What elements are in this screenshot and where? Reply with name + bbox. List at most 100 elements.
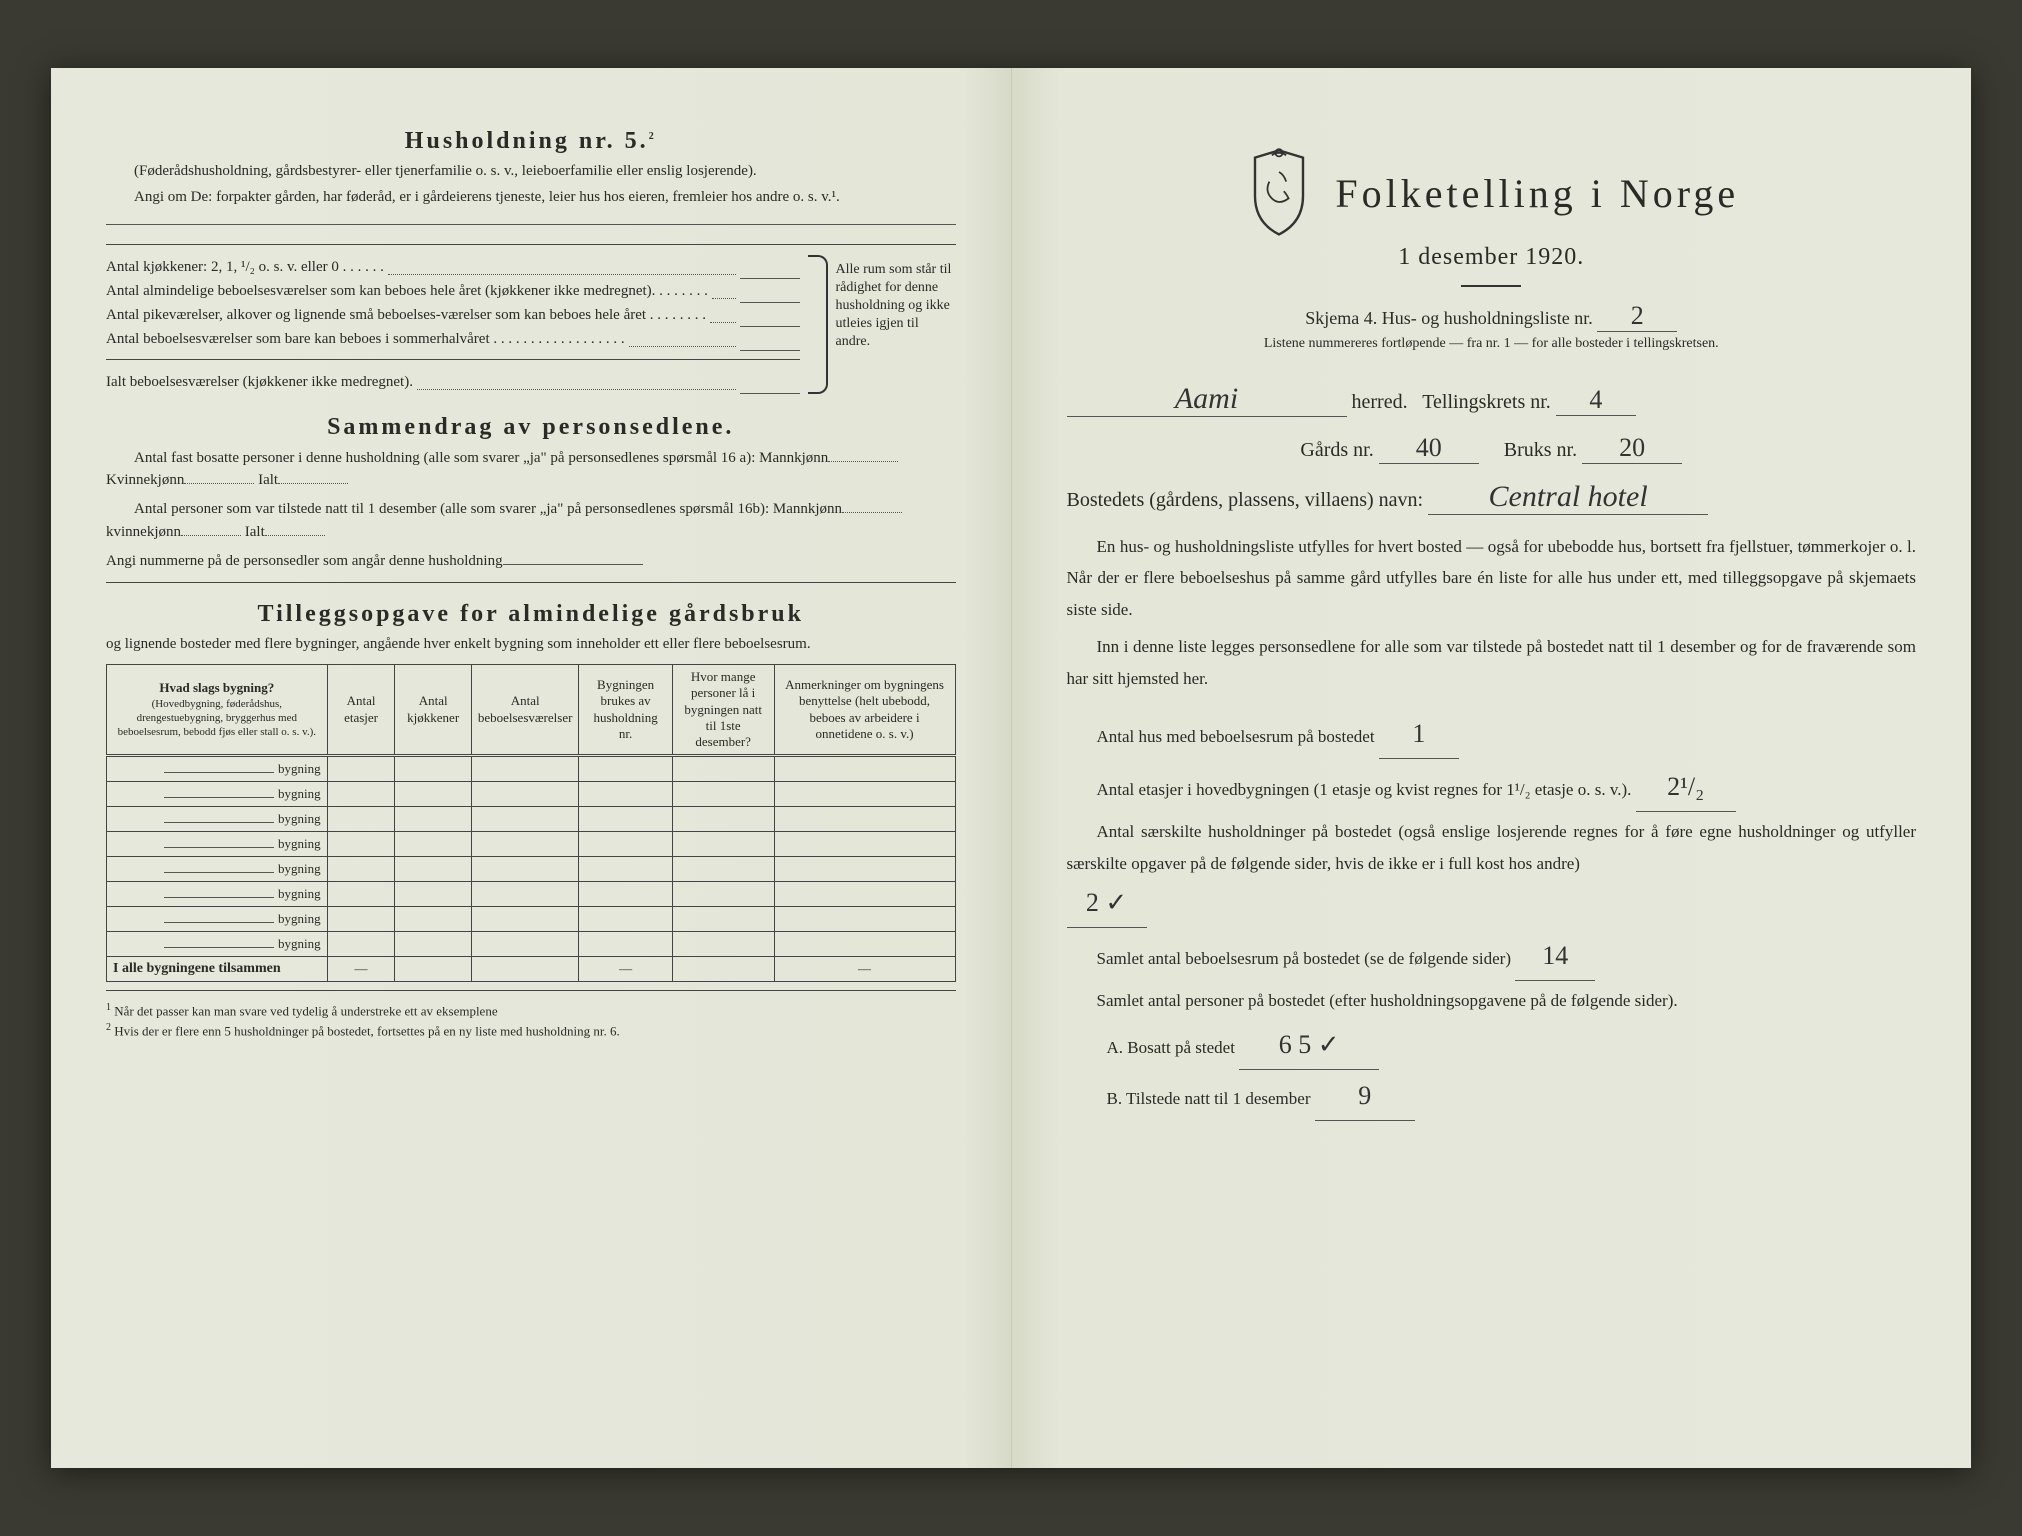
table-cell	[672, 782, 774, 807]
footnotes: 1 Når det passer kan man svare ved tydel…	[106, 1001, 956, 1040]
table-cell	[395, 882, 471, 907]
bygning-label-cell: bygning	[107, 756, 328, 782]
bygning-label-cell: bygning	[107, 857, 328, 882]
table-cell	[327, 756, 395, 782]
table-cell	[774, 756, 955, 782]
sam-line2: Antal personer som var tilstede natt til…	[106, 498, 956, 544]
bygning-label-cell: bygning	[107, 832, 328, 857]
total-cell	[471, 957, 579, 982]
total-cell	[672, 957, 774, 982]
samlet-beb-row: Samlet antal beboelsesrum på bostedet (s…	[1067, 932, 1917, 981]
table-cell	[774, 832, 955, 857]
samlet-pers-label: Samlet antal personer på bostedet (efter…	[1067, 985, 1917, 1016]
table-cell	[579, 882, 672, 907]
table-cell	[395, 832, 471, 857]
etasjer-row: Antal etasjer i hovedbygningen (1 etasje…	[1067, 763, 1917, 812]
table-cell	[471, 782, 579, 807]
gards-value: 40	[1379, 433, 1479, 464]
etasjer-value: 2¹/₂	[1636, 763, 1736, 812]
table-cell	[395, 807, 471, 832]
table-cell	[774, 782, 955, 807]
footnote-2: 2 Hvis der er flere enn 5 husholdninger …	[106, 1021, 956, 1041]
rule-2	[106, 359, 800, 360]
table-cell	[327, 857, 395, 882]
bygning-label-cell: bygning	[107, 882, 328, 907]
table-cell	[672, 756, 774, 782]
skjema-line: Skjema 4. Hus- og husholdningsliste nr. …	[1067, 301, 1917, 332]
th-beboelse: Antal beboelsesværelser	[471, 665, 579, 756]
table-cell	[327, 907, 395, 932]
table-cell	[672, 857, 774, 882]
rule-4	[106, 990, 956, 991]
table-cell	[774, 932, 955, 957]
table-cell	[471, 832, 579, 857]
footnote-1: 1 Når det passer kan man svare ved tydel…	[106, 1001, 956, 1021]
herred-value: Aami	[1067, 382, 1347, 417]
table-cell	[672, 907, 774, 932]
table-total-row: I alle bygningene tilsammen — — —	[107, 957, 956, 982]
room-total: Ialt beboelsesværelser (kjøkkener ikke m…	[106, 370, 800, 394]
room-c: Antal beboelsesværelser som bare kan beb…	[106, 327, 800, 351]
table-cell	[471, 932, 579, 957]
h5-angi: Angi om De: forpakter gården, har føderå…	[106, 187, 956, 209]
tilstede-value: 9	[1315, 1072, 1415, 1121]
table-cell	[579, 932, 672, 957]
bygning-label-cell: bygning	[107, 782, 328, 807]
h5-blank-line	[106, 209, 956, 225]
table-cell	[395, 857, 471, 882]
skjema-nr-field: 2	[1597, 301, 1677, 332]
para-2: Inn i denne liste legges personsedlene f…	[1067, 631, 1917, 694]
right-page: Folketelling i Norge 1 desember 1920. Sk…	[1012, 68, 1972, 1468]
bygning-label-cell: bygning	[107, 807, 328, 832]
table-cell	[327, 782, 395, 807]
th-anmerk: Anmerkninger om bygningens benyttelse (h…	[774, 665, 955, 756]
total-label: I alle bygningene tilsammen	[107, 957, 328, 982]
herred-row: Aami herred. Tellingskrets nr. 4	[1067, 382, 1917, 417]
table-header-row: Hvad slags bygning? (Hovedbygning, føder…	[107, 665, 956, 756]
total-cell	[395, 957, 471, 982]
tillegg-sub: og lignende bosteder med flere bygninger…	[106, 634, 956, 656]
bosatt-value: 6 5 ✓	[1239, 1021, 1379, 1070]
table-cell	[579, 756, 672, 782]
norway-crest-icon	[1243, 148, 1315, 238]
census-date: 1 desember 1920.	[1067, 244, 1917, 271]
sam-line3: Angi nummerne på de personsedler som ang…	[106, 550, 956, 573]
table-cell	[395, 782, 471, 807]
table-cell	[672, 832, 774, 857]
tillegg-title: Tilleggsopgave for almindelige gårdsbruk	[106, 601, 956, 628]
kjokkener-row: Antal kjøkkener: 2, 1, ¹/₂ o. s. v. elle…	[106, 255, 800, 279]
table-row: bygning	[107, 756, 956, 782]
table-cell	[774, 907, 955, 932]
room-b: Antal pikeværelser, alkover og lignende …	[106, 303, 800, 327]
samlet-beb-value: 14	[1515, 932, 1595, 981]
bruks-value: 20	[1582, 433, 1682, 464]
table-cell	[774, 807, 955, 832]
saerskilte-row: Antal særskilte husholdninger på bostede…	[1067, 816, 1917, 928]
table-row: bygning	[107, 932, 956, 957]
table-cell	[327, 807, 395, 832]
table-cell	[579, 782, 672, 807]
rooms-block: Antal kjøkkener: 2, 1, ¹/₂ o. s. v. elle…	[106, 255, 956, 394]
krets-value: 4	[1556, 385, 1636, 416]
title-divider	[1461, 285, 1521, 287]
room-a: Antal almindelige beboelsesværelser som …	[106, 279, 800, 303]
total-dash: —	[579, 957, 672, 982]
table-cell	[471, 756, 579, 782]
bostedets-row: Bostedets (gårdens, plassens, villaens) …	[1067, 480, 1917, 515]
table-cell	[327, 882, 395, 907]
table-cell	[395, 756, 471, 782]
table-cell	[327, 932, 395, 957]
document-spread: Husholdning nr. 5.2 (Føderådshusholdning…	[51, 68, 1971, 1468]
th-hushold: Bygningen brukes av husholdning nr.	[579, 665, 672, 756]
table-cell	[395, 907, 471, 932]
table-cell	[579, 907, 672, 932]
total-dash: —	[327, 957, 395, 982]
table-cell	[672, 882, 774, 907]
table-row: bygning	[107, 807, 956, 832]
brace-icon	[808, 255, 828, 394]
table-cell	[579, 807, 672, 832]
table-cell	[471, 807, 579, 832]
saerskilte-value: 2 ✓	[1067, 879, 1147, 928]
th-kjokkener: Antal kjøkkener	[395, 665, 471, 756]
th-etasjer: Antal etasjer	[327, 665, 395, 756]
